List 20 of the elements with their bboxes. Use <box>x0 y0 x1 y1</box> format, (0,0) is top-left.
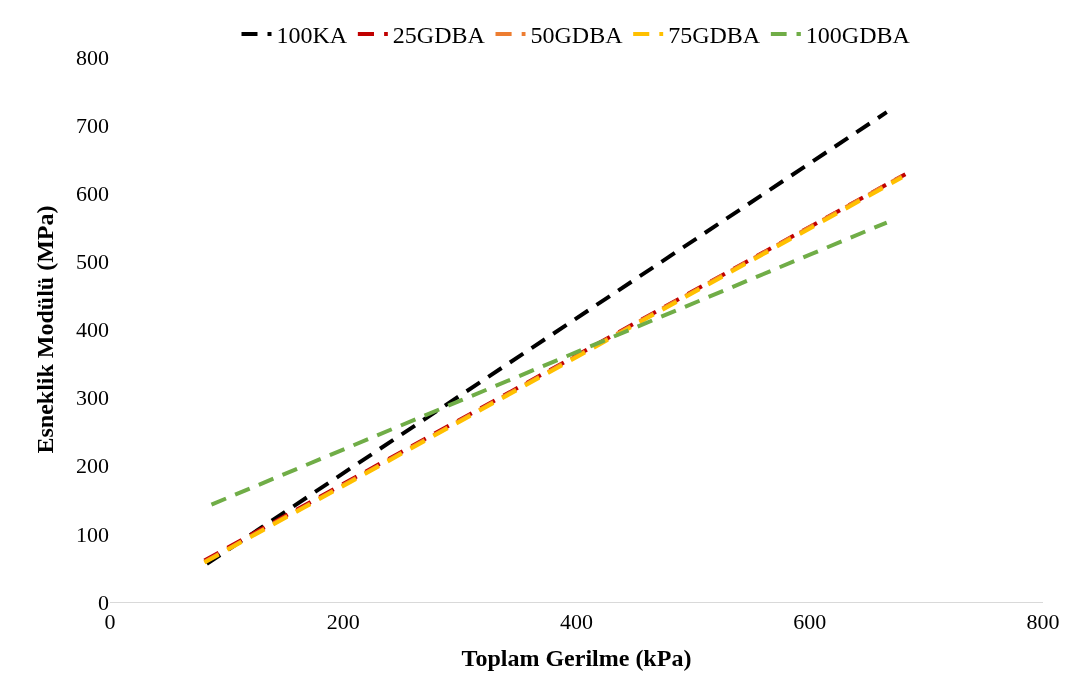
x-tick-label: 200 <box>326 609 360 635</box>
y-axis-title: Esneklik Modülü (MPa) <box>32 205 59 454</box>
legend-label: 75GDBA <box>668 22 761 49</box>
x-tick-label: 800 <box>1026 609 1060 635</box>
y-tick-label: 500 <box>76 249 109 275</box>
legend-label: 100KA <box>276 22 348 49</box>
y-tick-label: 400 <box>76 317 109 343</box>
x-tick-label: 400 <box>560 609 593 635</box>
y-tick-label: 800 <box>76 44 109 70</box>
y-tick-label: 300 <box>76 385 109 411</box>
legend-label: 50GDBA <box>530 22 624 49</box>
y-tick-label: 200 <box>76 453 109 479</box>
x-tick-label: 600 <box>793 609 827 635</box>
legend-label: 25GDBA <box>392 22 486 49</box>
x-axis-title: Toplam Gerilme (kPa) <box>461 644 692 671</box>
y-tick-label: 0 <box>98 589 109 615</box>
y-tick-label: 600 <box>76 180 109 206</box>
y-tick-label: 100 <box>76 521 109 547</box>
legend-label: 100GDBA <box>805 22 911 49</box>
y-tick-label: 700 <box>76 112 109 138</box>
